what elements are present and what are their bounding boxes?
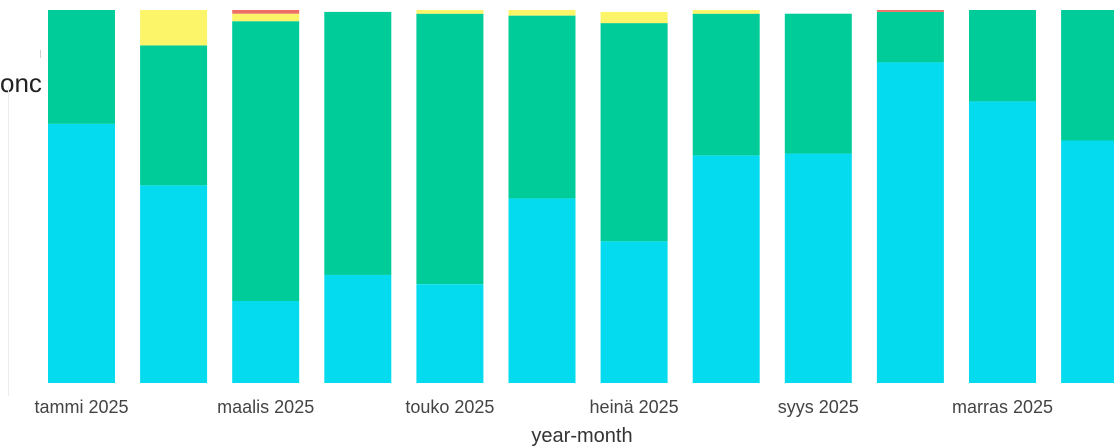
- bar-segment-green-3[interactable]: [232, 21, 300, 301]
- bar-segment-cyan-4[interactable]: [324, 274, 392, 383]
- x-tick-label: maalis 2025: [217, 397, 314, 417]
- bar-segment-green-1[interactable]: [48, 10, 115, 124]
- bars-layer: [48, 10, 1114, 384]
- bar-segment-green-2[interactable]: [140, 45, 208, 186]
- x-axis-title: year-month: [531, 425, 632, 446]
- bar-segment-yellow-6[interactable]: [508, 10, 576, 16]
- x-tick-label: heinä 2025: [590, 397, 679, 417]
- bar-segment-cyan-8[interactable]: [692, 155, 760, 384]
- left-divider: [40, 50, 41, 58]
- chart-title-fragment: onc: [0, 70, 42, 96]
- bar-segment-red-10[interactable]: [876, 10, 944, 12]
- bar-segment-yellow-5[interactable]: [416, 10, 484, 14]
- bar-segment-green-10[interactable]: [876, 11, 944, 63]
- x-tick-label: tammi 2025: [34, 397, 128, 417]
- x-tick-label: touko 2025: [405, 397, 494, 417]
- x-tick-labels: tammi 2025 maalis 2025 touko 2025 heinä 202…: [34, 397, 1053, 417]
- bar-segment-cyan-3[interactable]: [232, 300, 300, 383]
- bar-segment-cyan-7[interactable]: [600, 241, 668, 383]
- bar-segment-green-8[interactable]: [692, 13, 760, 156]
- x-tick-label: syys 2025: [778, 397, 859, 417]
- bar-segment-yellow-7[interactable]: [600, 11, 668, 24]
- bar-segment-cyan-9[interactable]: [784, 153, 852, 383]
- x-tick-label: marras 2025: [952, 397, 1053, 417]
- bar-segment-red-3[interactable]: [232, 10, 300, 14]
- bar-segment-green-5[interactable]: [416, 13, 484, 285]
- bar-segment-cyan-2[interactable]: [140, 185, 208, 383]
- bar-segment-cyan-5[interactable]: [416, 284, 484, 383]
- bar-segment-cyan-6[interactable]: [508, 198, 576, 383]
- bar-segment-green-7[interactable]: [600, 23, 668, 242]
- bar-segment-green-9[interactable]: [784, 13, 852, 154]
- bar-segment-green-4[interactable]: [324, 11, 392, 275]
- bar-segment-yellow-8[interactable]: [692, 10, 760, 14]
- bar-segment-green-6[interactable]: [508, 15, 576, 199]
- bar-segment-yellow-2[interactable]: [140, 10, 208, 46]
- bar-segment-cyan-10[interactable]: [876, 62, 944, 383]
- bar-segment-green-12[interactable]: [1061, 10, 1114, 141]
- bar-segment-cyan-11[interactable]: [969, 101, 1036, 384]
- bar-segment-cyan-12[interactable]: [1061, 140, 1114, 384]
- bar-segment-yellow-3[interactable]: [232, 13, 300, 22]
- left-edge-line: [8, 86, 9, 396]
- bar-segment-green-11[interactable]: [969, 10, 1036, 102]
- bar-segment-cyan-1[interactable]: [48, 123, 115, 384]
